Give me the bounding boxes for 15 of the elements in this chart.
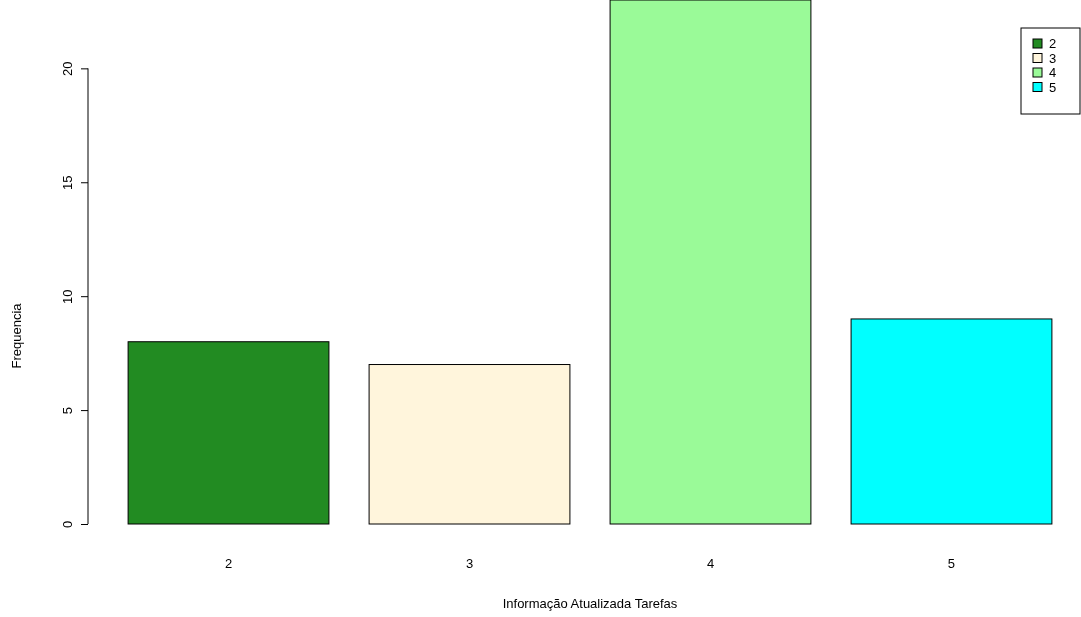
y-axis-title: Frequencia — [9, 302, 24, 369]
x-tick-label: 3 — [465, 556, 474, 571]
legend-label: 4 — [1049, 65, 1057, 80]
legend-label: 3 — [1049, 50, 1057, 66]
y-tick-label: 20 — [60, 61, 75, 77]
y-tick-label: 5 — [60, 406, 75, 415]
legend-label: 2 — [1049, 36, 1057, 51]
x-tick-label: 4 — [706, 556, 715, 571]
x-axis-title: Informação Atualizada Tarefas — [502, 596, 678, 611]
x-tick-label: 5 — [947, 556, 956, 571]
y-tick-label: 10 — [60, 289, 75, 304]
y-tick-label: 15 — [60, 175, 75, 190]
y-tick-label: 0 — [60, 520, 75, 529]
x-tick-label: 2 — [224, 556, 233, 571]
legend-label: 5 — [1049, 79, 1057, 95]
